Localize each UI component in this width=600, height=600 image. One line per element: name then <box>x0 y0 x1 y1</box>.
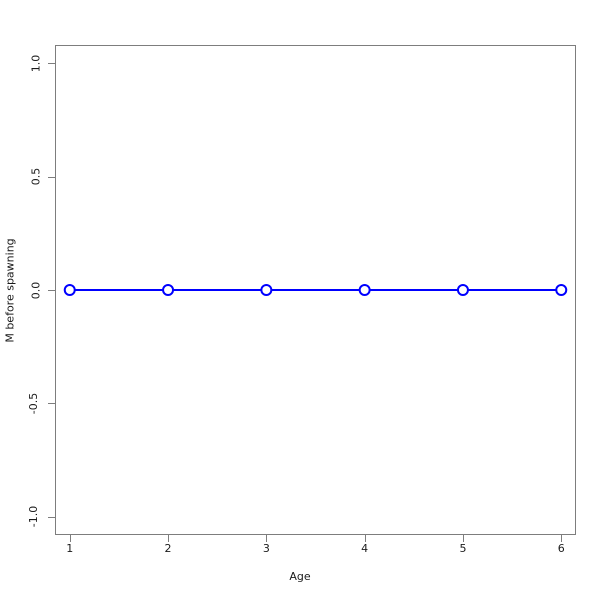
x-axis-tick <box>462 535 464 542</box>
y-axis-tick-label: 0.5 <box>28 167 42 186</box>
plot-area-frame <box>55 45 576 535</box>
y-axis-tick-label: 1.0 <box>28 54 42 72</box>
x-axis-tick-label: 4 <box>361 542 369 555</box>
y-axis-title-container: M before spawning <box>0 45 20 535</box>
y-axis-tick-label: -0.5 <box>26 392 40 415</box>
x-axis-tick-label: 2 <box>164 542 172 555</box>
x-axis-tick <box>561 535 563 542</box>
x-axis-tick <box>364 535 366 542</box>
y-axis-tick <box>48 290 55 291</box>
y-axis-tick-label: -1.0 <box>26 506 40 528</box>
x-axis-tick-label: 6 <box>557 542 565 555</box>
x-axis-tick <box>266 535 268 542</box>
y-axis-tick <box>48 403 55 405</box>
y-axis-tick <box>48 176 55 178</box>
x-axis-title: Age <box>289 570 311 583</box>
y-axis-tick <box>48 516 55 518</box>
x-axis-tick <box>168 535 170 542</box>
x-axis-tick-label: 3 <box>262 542 270 555</box>
x-axis-tick-label: 1 <box>66 542 74 555</box>
x-axis-tick-label: 5 <box>459 542 467 555</box>
x-axis-tick <box>69 535 71 542</box>
y-axis-tick <box>48 63 55 65</box>
y-axis-title: M before spawning <box>3 237 17 343</box>
y-axis-tick-label: 0.0 <box>28 281 42 299</box>
